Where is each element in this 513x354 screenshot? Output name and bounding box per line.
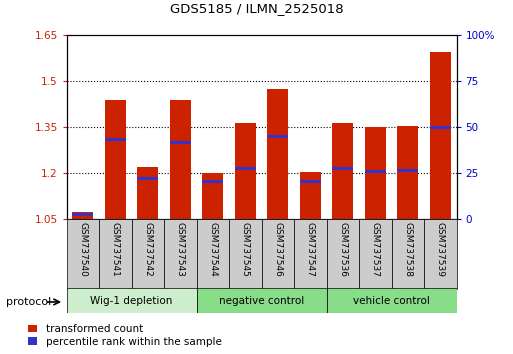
Bar: [132, 219, 164, 289]
Bar: [397, 126, 419, 219]
Bar: [67, 288, 196, 313]
Bar: [235, 167, 256, 170]
Bar: [424, 219, 457, 289]
Bar: [105, 100, 126, 219]
Bar: [262, 219, 294, 289]
Bar: [202, 179, 224, 183]
Bar: [365, 170, 386, 173]
Bar: [332, 167, 353, 170]
Text: GSM737547: GSM737547: [306, 222, 315, 277]
Text: GSM737538: GSM737538: [403, 222, 412, 277]
Bar: [430, 52, 451, 219]
Text: GSM737545: GSM737545: [241, 222, 250, 277]
Bar: [137, 167, 159, 219]
Bar: [300, 179, 321, 183]
Bar: [300, 172, 321, 219]
Text: GSM737544: GSM737544: [208, 222, 218, 277]
Bar: [72, 213, 93, 216]
Bar: [391, 219, 424, 289]
Bar: [67, 219, 99, 289]
Text: GSM737543: GSM737543: [176, 222, 185, 277]
Bar: [332, 123, 353, 219]
Bar: [327, 288, 457, 313]
Bar: [105, 138, 126, 141]
Legend: transformed count, percentile rank within the sample: transformed count, percentile rank withi…: [26, 322, 224, 349]
Text: GSM737546: GSM737546: [273, 222, 282, 277]
Bar: [170, 100, 191, 219]
Bar: [196, 288, 327, 313]
Bar: [196, 219, 229, 289]
Text: GSM737542: GSM737542: [144, 222, 152, 277]
Bar: [99, 219, 132, 289]
Bar: [164, 219, 196, 289]
Bar: [137, 177, 159, 179]
Text: Wig-1 depletion: Wig-1 depletion: [90, 296, 173, 306]
Bar: [72, 212, 93, 219]
Bar: [267, 135, 288, 138]
Bar: [294, 219, 327, 289]
Bar: [397, 169, 419, 172]
Bar: [267, 89, 288, 219]
Bar: [202, 173, 224, 219]
Bar: [170, 141, 191, 144]
Text: protocol: protocol: [6, 297, 51, 307]
Bar: [359, 219, 391, 289]
Bar: [327, 219, 359, 289]
Bar: [365, 127, 386, 219]
Text: GSM737537: GSM737537: [371, 222, 380, 277]
Bar: [235, 123, 256, 219]
Bar: [430, 126, 451, 129]
Text: GSM737541: GSM737541: [111, 222, 120, 277]
Text: negative control: negative control: [219, 296, 304, 306]
Text: GDS5185 / ILMN_2525018: GDS5185 / ILMN_2525018: [170, 2, 343, 15]
Text: GSM737536: GSM737536: [339, 222, 347, 277]
Bar: [229, 219, 262, 289]
Text: GSM737539: GSM737539: [436, 222, 445, 277]
Text: vehicle control: vehicle control: [353, 296, 430, 306]
Text: GSM737540: GSM737540: [78, 222, 87, 277]
